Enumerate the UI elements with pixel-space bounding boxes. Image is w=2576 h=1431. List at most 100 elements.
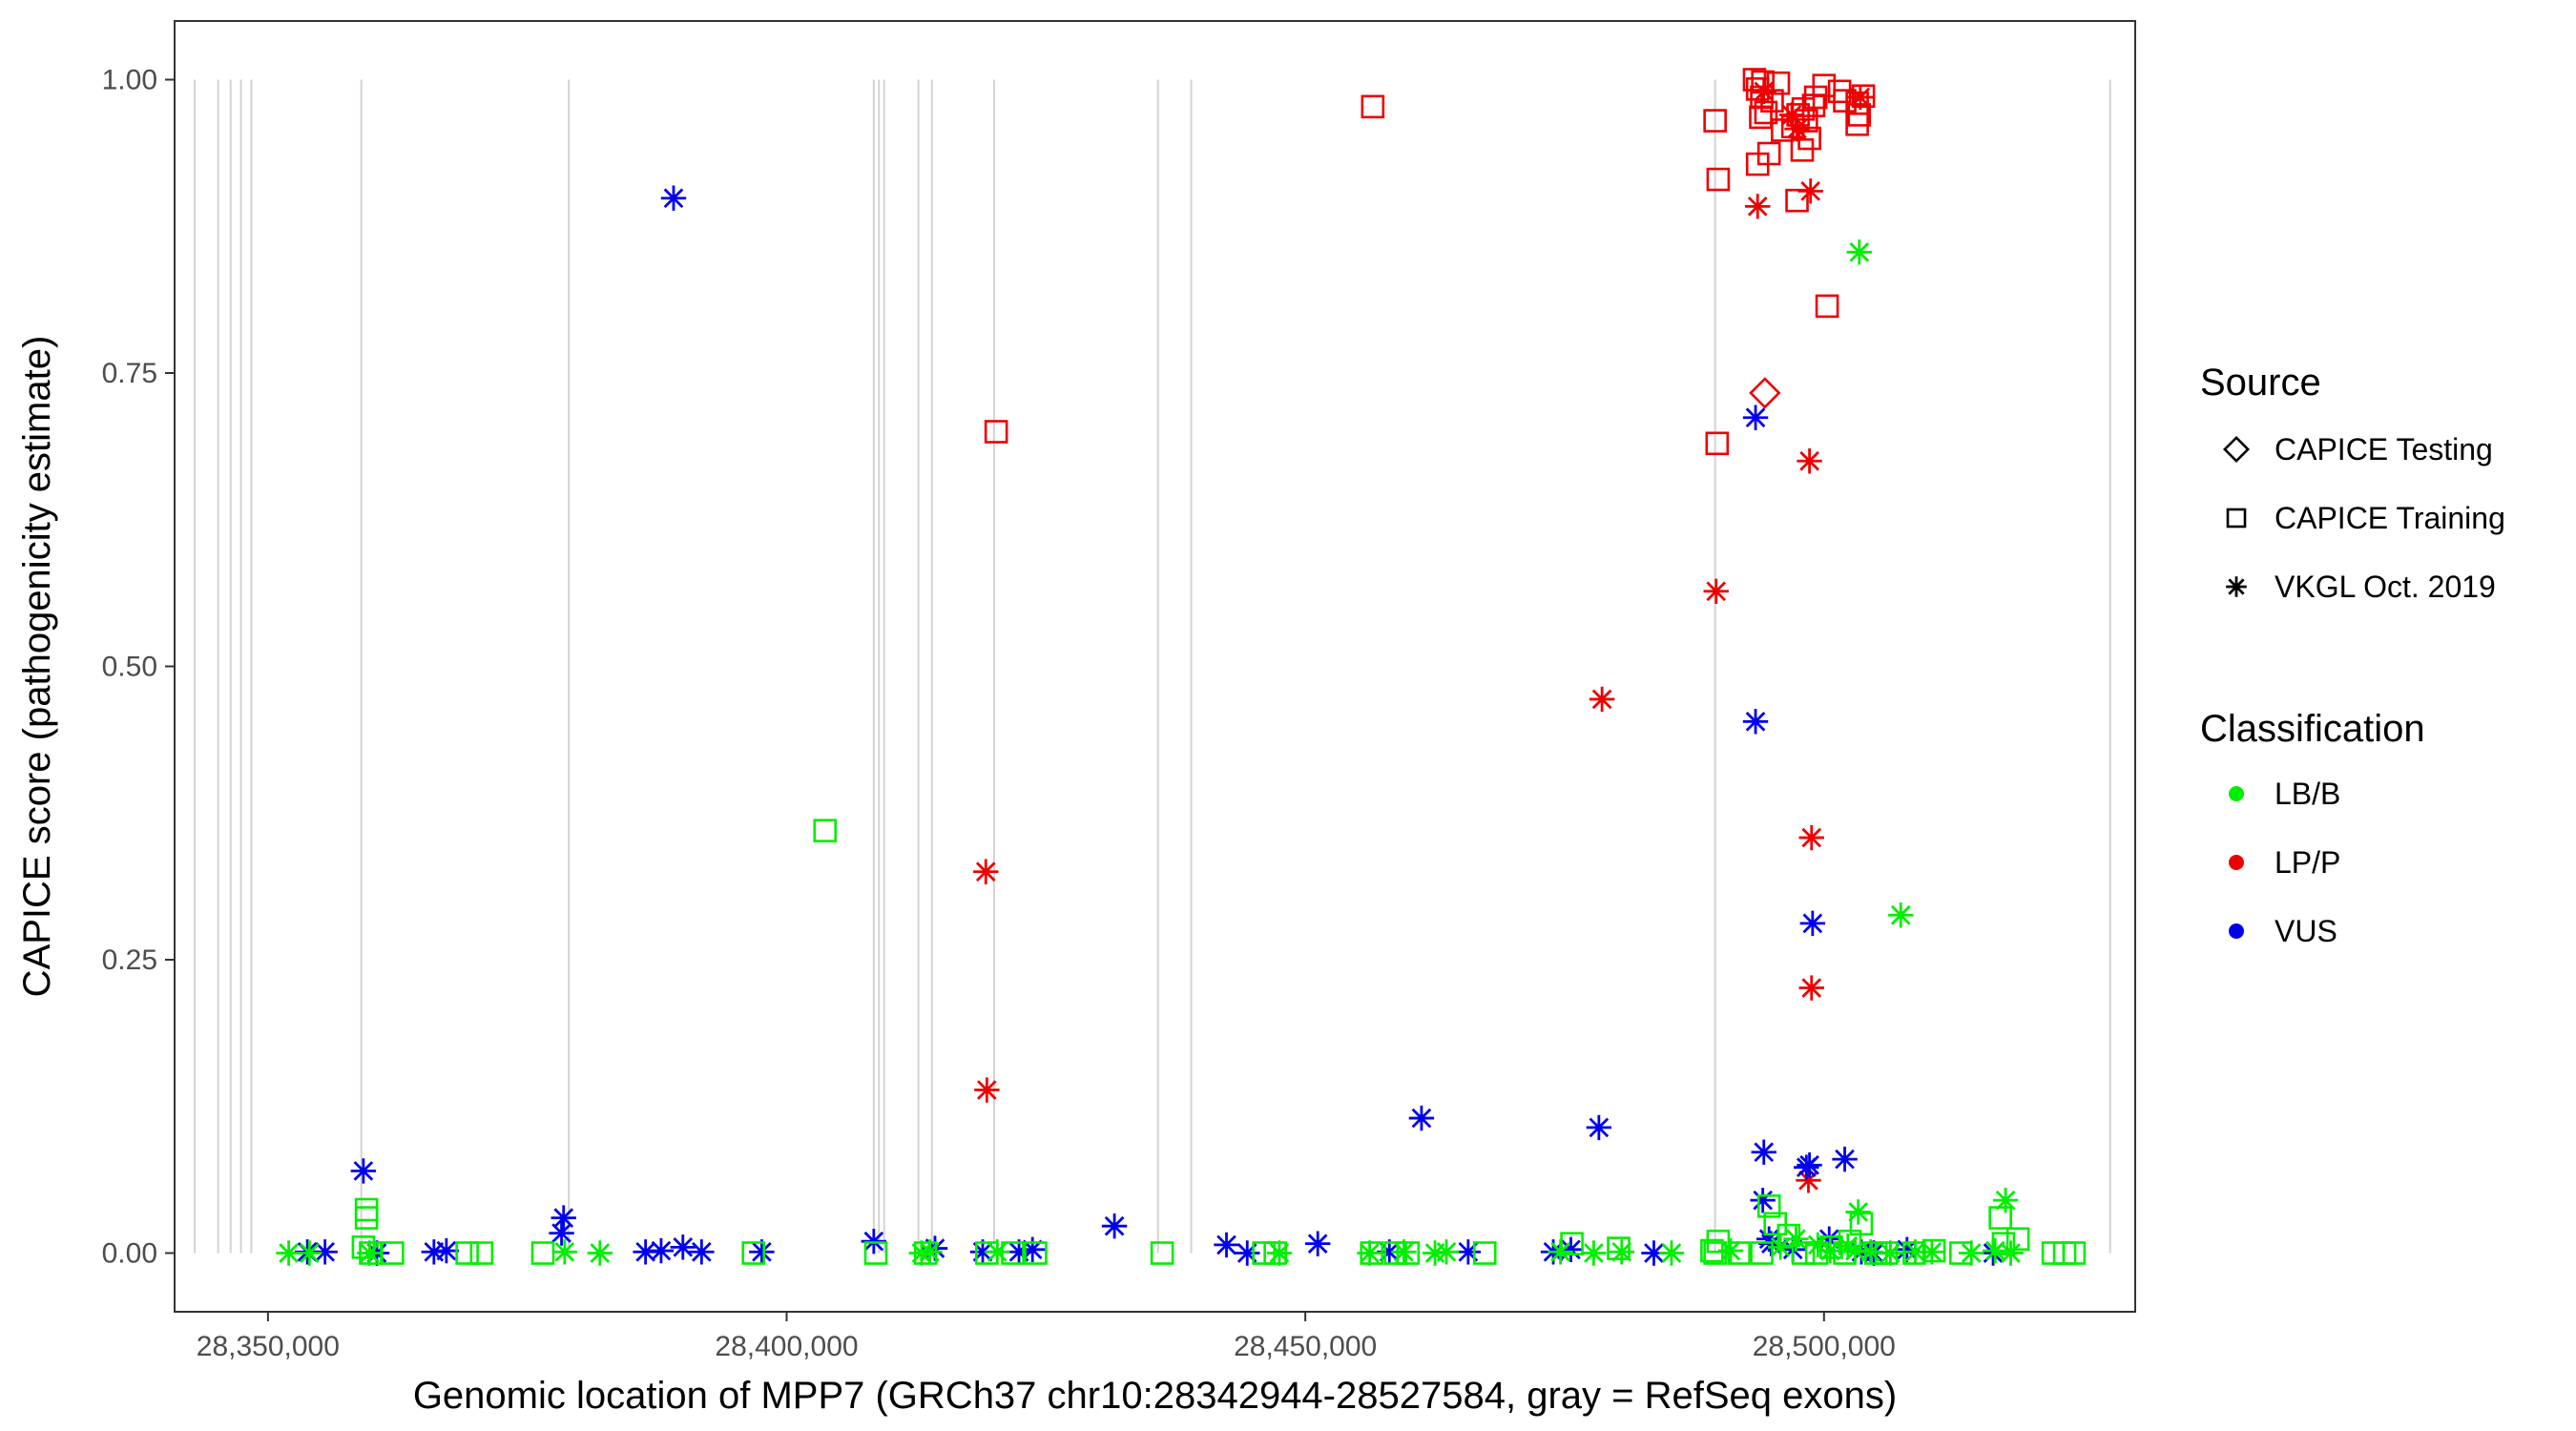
series-LBB-capice-training (351, 819, 2087, 1265)
data-point (1751, 78, 1776, 104)
data-point (1799, 910, 1826, 937)
data-point (1703, 578, 1729, 604)
data-point (1794, 1154, 1819, 1180)
data-point (2062, 1241, 2087, 1265)
series-LPP-capice-testing (1749, 377, 1781, 409)
legend-item-label: CAPICE Training (2275, 501, 2505, 535)
data-point (1658, 1240, 1685, 1266)
data-point (1727, 1241, 1751, 1265)
data-point (350, 1158, 377, 1184)
data-point (1641, 1240, 1667, 1266)
legend-title-source: Source (2200, 362, 2321, 404)
series-VUS-vkgl-oct-2019 (294, 185, 2006, 1266)
data-points (276, 68, 2087, 1266)
data-point (1922, 1238, 1946, 1263)
data-point (1991, 1232, 2016, 1255)
data-point (689, 1239, 715, 1265)
data-point (354, 1206, 379, 1230)
data-point (1797, 448, 1822, 474)
data-point (1749, 377, 1781, 409)
data-point (1020, 1236, 1046, 1263)
data-point (312, 1239, 338, 1265)
data-point (1791, 1241, 1816, 1265)
data-point (1263, 1241, 1287, 1265)
data-point (1846, 239, 1872, 265)
data-point (1894, 1236, 1920, 1263)
data-point (433, 1237, 460, 1264)
data-point (1101, 1213, 1128, 1239)
data-point (1858, 1239, 1883, 1265)
data-point (1607, 1236, 1631, 1260)
data-point (1845, 112, 1869, 136)
series-LBB-vkgl-oct-2019 (276, 239, 2024, 1266)
legend-key-color (2229, 786, 2244, 801)
legend-item-label: CAPICE Testing (2275, 432, 2493, 467)
data-point (913, 1241, 938, 1265)
data-point (1705, 431, 1730, 456)
data-point (1776, 1223, 1801, 1248)
legend-item-label: LP/P (2275, 845, 2340, 880)
y-tick-label: 0.25 (102, 944, 157, 976)
data-point (351, 1235, 376, 1259)
data-point (1377, 1239, 1402, 1265)
data-point (2005, 1227, 2030, 1252)
data-point (354, 1197, 379, 1222)
data-point (1745, 194, 1771, 219)
data-point (1581, 1240, 1607, 1266)
data-point (1902, 1239, 1928, 1265)
data-point (1700, 1238, 1724, 1263)
legend-title-classification: Classification (2200, 708, 2425, 750)
data-point (660, 185, 687, 211)
data-point (1266, 1240, 1293, 1266)
data-point (1754, 100, 1778, 125)
data-point (276, 1240, 301, 1266)
data-point (1750, 1187, 1776, 1213)
data-point (1796, 1168, 1821, 1193)
data-point (1749, 105, 1773, 130)
data-point (974, 1077, 1000, 1103)
y-axis-title: CAPICE score (pathogenicity estimate) (16, 336, 58, 998)
series-LPP-vkgl-oct-2019 (973, 78, 1874, 1193)
data-point (813, 819, 838, 843)
data-point (469, 1241, 494, 1265)
data-point (1874, 1241, 1899, 1265)
legend-key-asterisk (2226, 576, 2247, 597)
data-point (1742, 404, 1769, 430)
legend: Source Classification CAPICE Testing CAPI… (2200, 362, 2505, 948)
data-point (1214, 1232, 1239, 1258)
data-point (861, 1229, 887, 1255)
data-point (973, 859, 999, 884)
data-point (975, 1241, 999, 1265)
data-point (1878, 1240, 1903, 1266)
plot-panel-border (174, 20, 2136, 1313)
legend-item-label: VUS (2275, 914, 2337, 948)
data-point (1408, 1105, 1435, 1131)
data-point (1361, 94, 1385, 119)
data-point (1949, 1241, 1973, 1265)
x-axis-title: Genomic location of MPP7 (GRCh37 chr10:2… (413, 1375, 1897, 1417)
data-point (1396, 1241, 1421, 1265)
data-point (1360, 1241, 1384, 1265)
x-tick-label: 28,450,000 (1234, 1331, 1377, 1362)
legend-item-label: LB/B (2275, 777, 2340, 811)
data-point (1755, 1226, 1782, 1252)
data-point (1798, 824, 1824, 851)
data-point (357, 1240, 383, 1266)
data-point (1818, 1237, 1843, 1264)
data-point (670, 1234, 696, 1260)
exon-lines (194, 79, 2111, 1254)
data-point (1391, 1239, 1417, 1265)
data-point (1919, 1239, 1945, 1265)
data-point (1703, 1241, 1727, 1265)
data-point (530, 1241, 555, 1265)
x-tick-label: 28,500,000 (1753, 1331, 1896, 1362)
data-point (1804, 1241, 1829, 1265)
legend-key-diamond (2223, 436, 2250, 463)
x-tick-label: 28,400,000 (715, 1331, 858, 1362)
data-point (863, 1241, 888, 1265)
series-LPP-capice-training (984, 68, 1876, 456)
data-point (1717, 1237, 1744, 1264)
legend-key-color (2229, 855, 2244, 870)
legend-item-label: VKGL Oct. 2019 (2275, 570, 2496, 604)
data-point (1783, 1226, 1809, 1252)
